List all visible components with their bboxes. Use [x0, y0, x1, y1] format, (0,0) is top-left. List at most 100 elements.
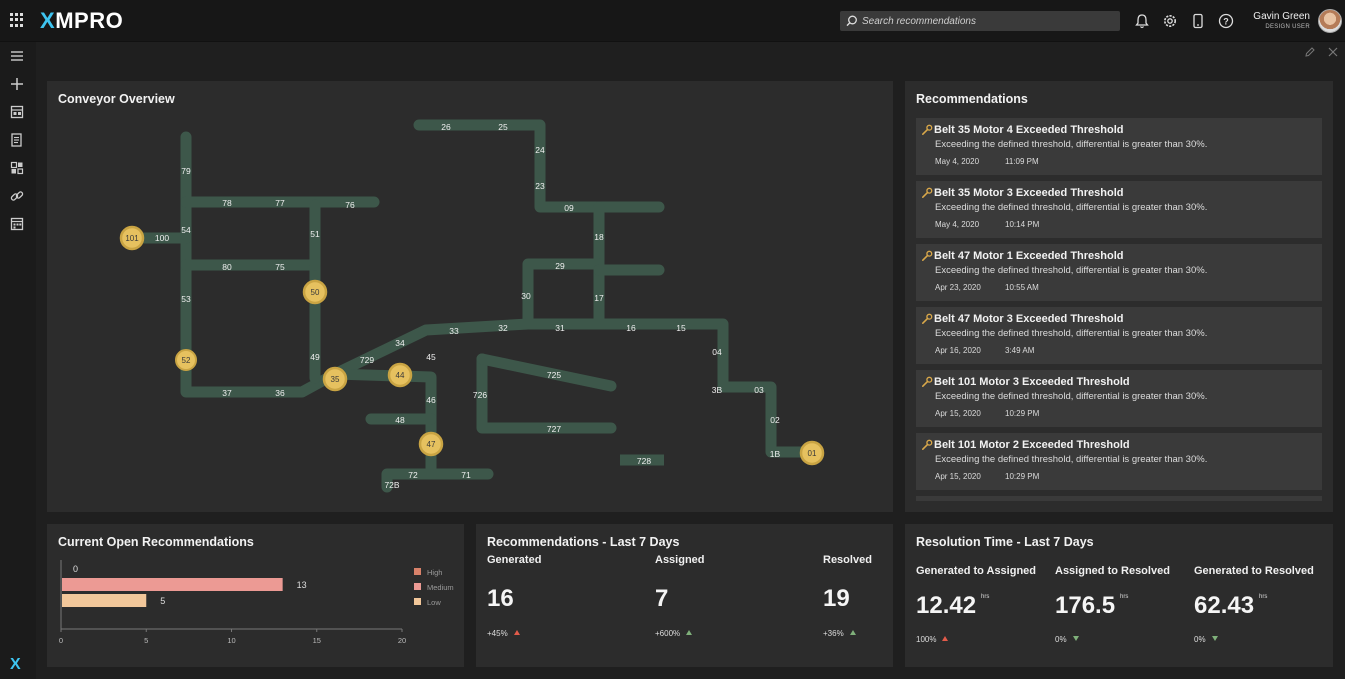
belt-726-727[interactable] [476, 353, 617, 434]
node-101[interactable]: 101 [119, 225, 145, 251]
node-35[interactable]: 35 [322, 366, 348, 392]
gear-icon[interactable] [1161, 12, 1179, 30]
belt-label: 49 [310, 352, 320, 362]
belt-label: 726 [473, 390, 487, 400]
belt-label: 36 [275, 388, 285, 398]
legend-label[interactable]: High [427, 568, 443, 577]
kpi-gen-resolved-change: 0% [1194, 635, 1218, 644]
widgets-icon[interactable] [9, 160, 25, 176]
legend-swatch [414, 583, 421, 590]
belt-label: 48 [395, 415, 405, 425]
bell-icon[interactable] [1133, 12, 1151, 30]
legend-label[interactable]: Medium [427, 583, 454, 592]
conveyor-map: 26 25 24 23 09 18 29 30 17 79 78 77 76 5… [119, 119, 825, 493]
unit-label: hrs [981, 594, 990, 600]
link-icon[interactable] [9, 188, 25, 204]
last7-panel: Recommendations - Last 7 Days Generated … [476, 524, 893, 667]
recommendation-date: Apr 15, 2020 [935, 472, 981, 481]
document-icon[interactable] [9, 132, 25, 148]
kpi-generated-value: 16 [487, 585, 514, 612]
bar-value-label: 5 [160, 596, 165, 606]
belt-label: 30 [521, 291, 531, 301]
wrench-icon [921, 439, 933, 450]
unit-label: hrs [1120, 594, 1129, 600]
add-icon[interactable] [9, 76, 25, 92]
bar-value-label: 0 [73, 564, 78, 574]
bar-low[interactable] [62, 594, 147, 607]
belt-label: 32 [498, 323, 508, 333]
trend-down-icon [1072, 636, 1079, 641]
user-role: DESIGN USER [1265, 24, 1310, 30]
node-01[interactable]: 01 [799, 440, 825, 466]
recommendation-item[interactable]: Belt 47 Motor 3 Exceeded Threshold Exceed… [916, 307, 1322, 364]
dashboard-icon[interactable] [9, 104, 25, 120]
recommendations-panel: Recommendations Belt 35 Motor 4 Exceeded… [905, 81, 1333, 512]
recommendation-date: May 4, 2020 [935, 157, 980, 166]
kpi-generated-label: Generated [487, 554, 542, 566]
recommendation-title: Belt 101 Motor 3 Exceeded Threshold [934, 376, 1130, 388]
recommendation-date: Apr 15, 2020 [935, 409, 981, 418]
node-47[interactable]: 47 [418, 431, 444, 457]
node-50[interactable]: 50 [302, 279, 328, 305]
belt-80-75-51-49[interactable] [180, 259, 321, 384]
top-bar: XMPRO ? Gavin Green DESIGN USER [0, 0, 1345, 42]
unit-label: hrs [1259, 594, 1268, 600]
search-box[interactable] [840, 11, 1120, 31]
svg-text:?: ? [1223, 16, 1229, 26]
belt-label: 100 [155, 233, 169, 243]
recommendation-title: Belt 35 Motor 3 Exceeded Threshold [934, 187, 1124, 199]
belt-26-25-24-23-09[interactable] [413, 119, 665, 213]
recommendation-item[interactable]: Belt 101 Motor 3 Exceeded Threshold Excee… [916, 370, 1322, 427]
menu-icon[interactable] [9, 48, 25, 64]
apps-grid-icon[interactable] [10, 13, 24, 27]
user-name[interactable]: Gavin Green [1253, 11, 1310, 22]
belt-label: 15 [676, 323, 686, 333]
close-icon[interactable] [1327, 46, 1339, 58]
node-44[interactable]: 44 [387, 362, 413, 388]
belt-725[interactable] [476, 353, 617, 392]
belt-label: 1B [770, 449, 781, 459]
belt-72-71[interactable] [381, 468, 494, 493]
bar-medium[interactable] [62, 578, 283, 591]
belt-label: 51 [310, 229, 320, 239]
xmpro-x-logo[interactable]: X [10, 656, 21, 673]
node-52[interactable]: 52 [175, 349, 197, 371]
recommendation-title: Belt 35 Motor 4 Exceeded Threshold [934, 124, 1124, 136]
open-recommendations-chart: 0 5 10 15 20 0 13 5 [59, 560, 406, 645]
recommendation-description: Exceeding the defined threshold, differe… [935, 202, 1208, 213]
legend-label[interactable]: Low [427, 598, 441, 607]
recommendation-time: 10:29 PM [1005, 472, 1040, 481]
recommendation-item[interactable]: Belt 47 Motor 1 Exceeded Threshold Exceed… [916, 244, 1322, 301]
wrench-icon [921, 124, 933, 135]
recommendation-description: Exceeding the defined threshold, differe… [935, 391, 1208, 402]
belt-label: 09 [564, 203, 574, 213]
belt-label: 46 [426, 395, 436, 405]
kpi-assigned-value: 7 [655, 585, 669, 612]
recommendation-description: Exceeding the defined threshold, differe… [935, 454, 1208, 465]
belt-label: 45 [426, 352, 436, 362]
avatar[interactable] [1318, 9, 1342, 33]
belt-label: 31 [555, 323, 565, 333]
belt-29-30[interactable] [522, 258, 605, 330]
belt-main-loop[interactable] [180, 131, 817, 458]
belt-label: 725 [547, 370, 561, 380]
recommendation-item[interactable]: Belt 101 Motor 2 Exceeded Threshold Excee… [916, 433, 1322, 490]
belt-label: 729 [360, 355, 374, 365]
x-tick-label: 5 [144, 636, 148, 645]
search-input[interactable] [862, 15, 1112, 27]
xmpro-logo[interactable]: XMPRO [40, 8, 124, 33]
wrench-icon [921, 250, 933, 261]
help-icon[interactable]: ? [1217, 12, 1235, 30]
mobile-icon[interactable] [1189, 12, 1207, 30]
pencil-icon[interactable] [1304, 46, 1316, 58]
recommendation-item[interactable]: Belt 35 Motor 4 Exceeded Threshold Exceed… [916, 118, 1322, 175]
calendar-icon[interactable] [9, 216, 25, 232]
belt-labels: 26 25 24 23 09 18 29 30 17 79 78 77 76 5… [155, 122, 781, 490]
recommendation-item[interactable]: Belt 35 Motor 3 Exceeded Threshold Exceed… [916, 181, 1322, 238]
sidebar: X [0, 42, 36, 679]
list-item-partial [916, 496, 1322, 501]
belt-label: 16 [626, 323, 636, 333]
recommendation-description: Exceeding the defined threshold, differe… [935, 265, 1208, 276]
node-label: 35 [331, 375, 340, 384]
recommendation-title: Belt 47 Motor 1 Exceeded Threshold [934, 250, 1124, 262]
